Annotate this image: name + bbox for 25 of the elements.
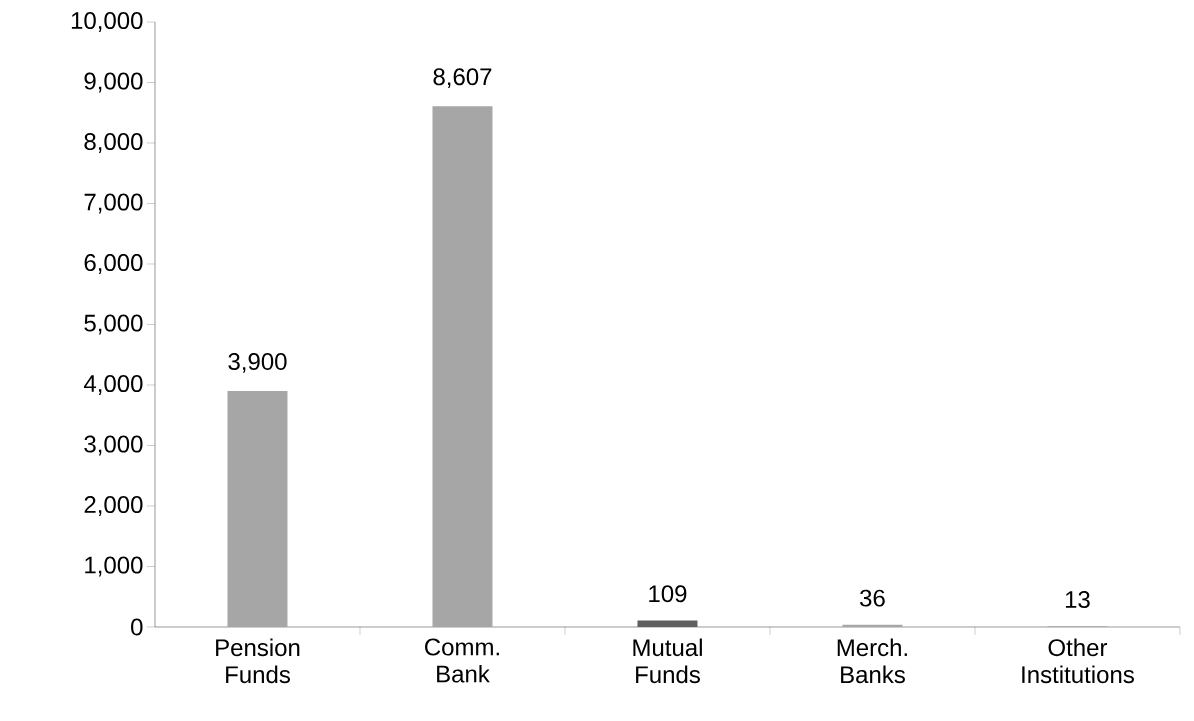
x-tick-label: Comm. Bank xyxy=(425,638,499,683)
y-tick-label: 2,000 xyxy=(84,496,143,516)
bar xyxy=(842,624,903,627)
y-tick-label: 0 xyxy=(131,618,143,636)
x-tick-label: Mutual Funds xyxy=(633,638,702,684)
bar xyxy=(432,106,493,627)
y-tick-label: 6,000 xyxy=(84,254,143,274)
y-tick-label: 7,000 xyxy=(84,193,143,214)
x-tick-label: Other Institutions xyxy=(1022,638,1134,684)
data-label: 13 xyxy=(1065,591,1090,609)
y-tick-label: 5,000 xyxy=(84,314,143,335)
x-tick-label: Pension Funds xyxy=(216,638,300,684)
data-label: 36 xyxy=(860,589,885,607)
y-tick-label: 9,000 xyxy=(84,72,143,93)
data-label: 8,607 xyxy=(433,68,492,89)
bar xyxy=(637,620,698,627)
y-tick-label: 10,000 xyxy=(71,12,143,32)
bar xyxy=(227,391,288,627)
y-tick-label: 4,000 xyxy=(83,375,143,395)
y-tick-label: 8,000 xyxy=(84,133,143,153)
data-label: 3,900 xyxy=(228,353,287,373)
x-tick-label: Merch. Banks xyxy=(837,638,907,684)
y-tick-label: 1,000 xyxy=(85,556,143,577)
y-tick-label: 3,000 xyxy=(84,435,143,456)
data-label: 109 xyxy=(649,585,687,603)
